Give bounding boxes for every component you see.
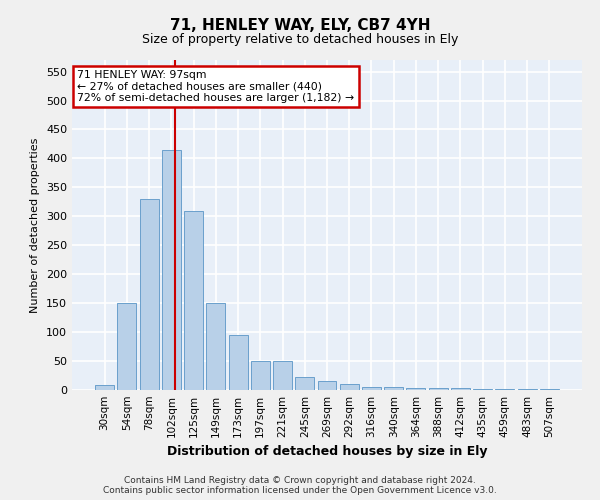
Bar bbox=[496, 389, 514, 390]
Text: Size of property relative to detached houses in Ely: Size of property relative to detached ho… bbox=[142, 32, 458, 46]
Text: 71, HENLEY WAY, ELY, CB7 4YH: 71, HENLEY WAY, ELY, CB7 4YH bbox=[170, 18, 430, 32]
Bar bbox=[273, 361, 292, 390]
Bar bbox=[406, 388, 425, 390]
Text: 71 HENLEY WAY: 97sqm
← 27% of detached houses are smaller (440)
72% of semi-deta: 71 HENLEY WAY: 97sqm ← 27% of detached h… bbox=[77, 70, 354, 103]
Text: Contains HM Land Registry data © Crown copyright and database right 2024.
Contai: Contains HM Land Registry data © Crown c… bbox=[103, 476, 497, 495]
Bar bbox=[184, 210, 203, 390]
X-axis label: Distribution of detached houses by size in Ely: Distribution of detached houses by size … bbox=[167, 446, 487, 458]
Bar bbox=[429, 388, 448, 390]
Bar bbox=[451, 388, 470, 390]
Bar bbox=[518, 389, 536, 390]
Bar bbox=[95, 386, 114, 390]
Bar bbox=[206, 303, 225, 390]
Bar bbox=[362, 387, 381, 390]
Y-axis label: Number of detached properties: Number of detached properties bbox=[31, 138, 40, 312]
Bar bbox=[340, 384, 359, 390]
Bar bbox=[473, 389, 492, 390]
Bar bbox=[317, 382, 337, 390]
Bar bbox=[162, 150, 181, 390]
Bar bbox=[251, 361, 270, 390]
Bar bbox=[384, 387, 403, 390]
Bar bbox=[229, 335, 248, 390]
Bar bbox=[140, 199, 158, 390]
Bar bbox=[295, 378, 314, 390]
Bar bbox=[540, 389, 559, 390]
Bar bbox=[118, 303, 136, 390]
